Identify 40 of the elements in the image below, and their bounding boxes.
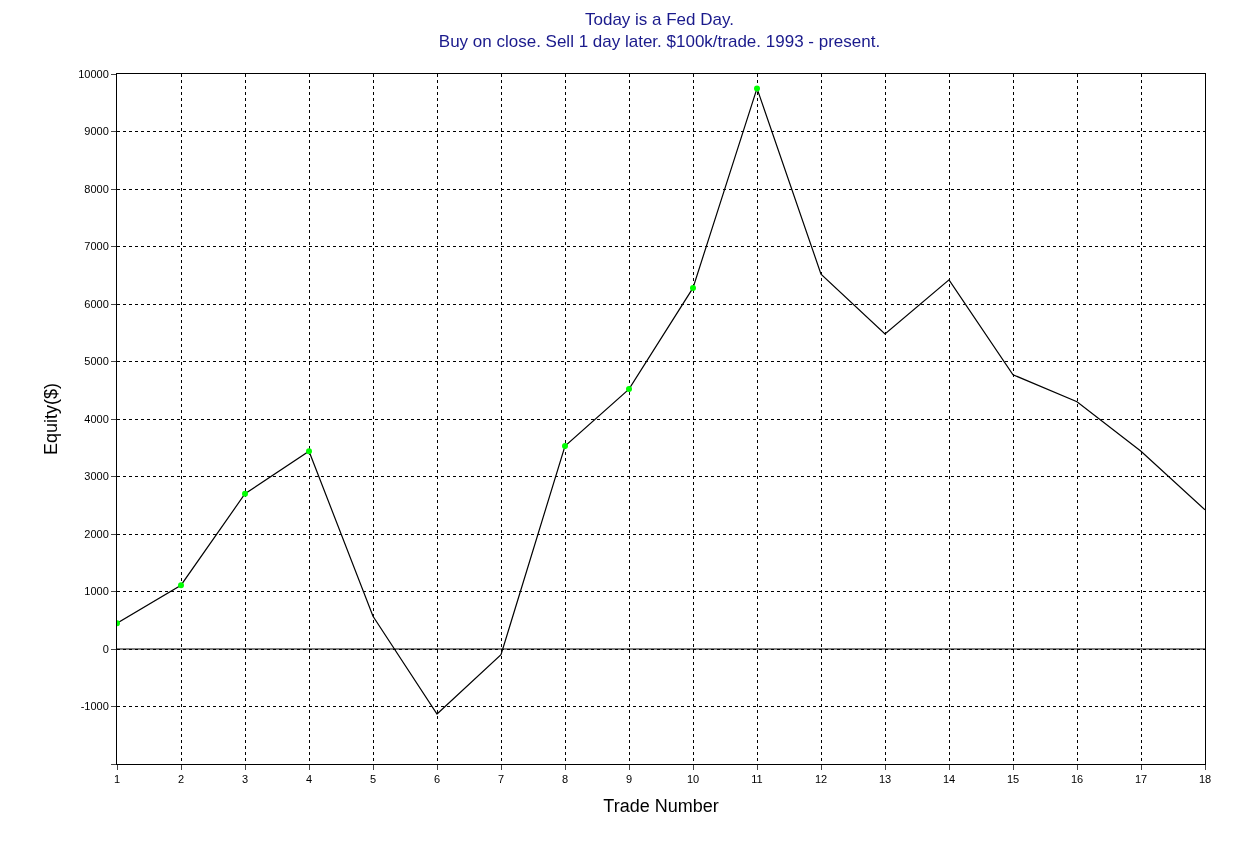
x-tick-label: 11	[751, 773, 763, 786]
point	[562, 443, 568, 450]
point	[178, 582, 184, 589]
chart-title: Today is a Fed Day. Buy on close. Sell 1 day later. $100k/trade. 1993 - present.	[438, 10, 881, 52]
point	[690, 284, 696, 291]
x-tick-label: 14	[942, 773, 956, 786]
y-tick-label: -1000	[80, 700, 109, 713]
x-tick-label: 10	[686, 773, 700, 786]
x-tick-label: 8	[561, 773, 569, 786]
y-tick-label: 10000	[78, 67, 109, 80]
x-tick-label: 16	[1070, 773, 1084, 786]
x-tick-label: 13	[878, 773, 892, 786]
x-tick-label: 9	[625, 773, 633, 786]
y-tick-label: 3000	[84, 470, 109, 483]
y-axis-title: Equity($)	[41, 382, 62, 456]
x-tick-label: 6	[433, 773, 441, 786]
y-tick-label: 7000	[84, 240, 109, 253]
y-tick-label: 8000	[84, 182, 109, 195]
y-tick-label: 6000	[84, 297, 109, 310]
x-tick-label: 3	[241, 773, 249, 786]
x-tick-label: 18	[1198, 773, 1212, 786]
point	[306, 448, 312, 455]
point	[242, 490, 248, 497]
x-tick-label: 2	[177, 773, 185, 786]
y-tick-label: 9000	[84, 125, 109, 138]
y-tick-label: 2000	[84, 527, 109, 540]
y-tick-label: 1000	[84, 585, 109, 598]
x-tick-label: 5	[369, 773, 377, 786]
x-tick-label: 17	[1134, 773, 1148, 786]
y-tick-label: 4000	[84, 412, 109, 425]
y-tick-label: 0	[102, 642, 109, 655]
x-tick-label: 7	[497, 773, 505, 786]
x-tick-label: 4	[305, 773, 313, 786]
point	[626, 386, 632, 393]
x-tick-label: 15	[1006, 773, 1020, 786]
x-tick-label: 1	[113, 773, 121, 786]
y-tick-label: 5000	[84, 355, 109, 368]
x-axis-title: Trade Number	[603, 796, 719, 817]
point	[754, 85, 760, 92]
x-tick-label: 12	[814, 773, 828, 786]
